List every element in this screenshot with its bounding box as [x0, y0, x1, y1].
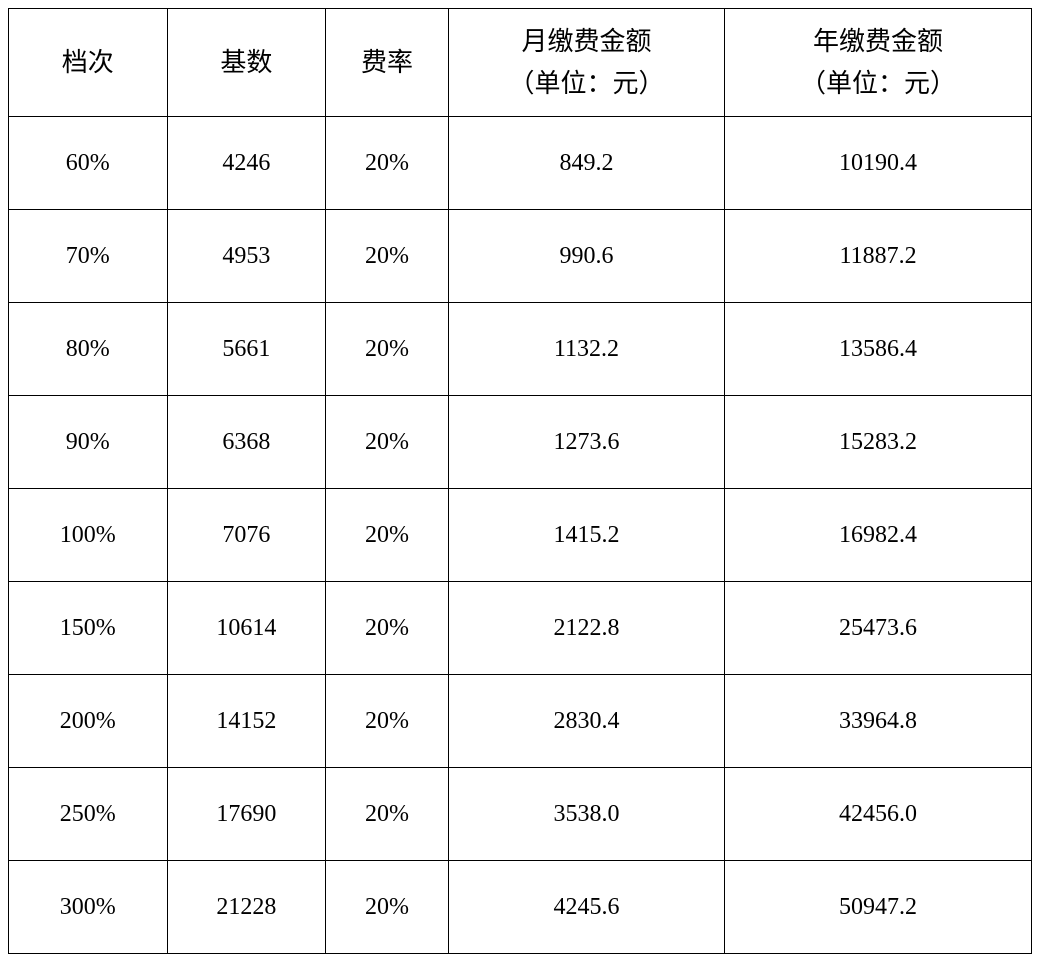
table-row: 250% 17690 20% 3538.0 42456.0	[9, 768, 1032, 861]
cell-tier: 70%	[9, 210, 168, 303]
cell-rate: 20%	[326, 303, 449, 396]
cell-annual: 50947.2	[725, 861, 1032, 954]
table-row: 80% 5661 20% 1132.2 13586.4	[9, 303, 1032, 396]
cell-rate: 20%	[326, 489, 449, 582]
table-row: 200% 14152 20% 2830.4 33964.8	[9, 675, 1032, 768]
column-header-base: 基数	[167, 9, 326, 117]
cell-base: 14152	[167, 675, 326, 768]
cell-monthly: 2122.8	[448, 582, 724, 675]
cell-base: 10614	[167, 582, 326, 675]
cell-rate: 20%	[326, 582, 449, 675]
cell-tier: 100%	[9, 489, 168, 582]
cell-annual: 15283.2	[725, 396, 1032, 489]
cell-annual: 11887.2	[725, 210, 1032, 303]
cell-monthly: 849.2	[448, 117, 724, 210]
table-header: 档次 基数 费率 月缴费金额 （单位：元） 年缴费金额 （单位：元）	[9, 9, 1032, 117]
table-row: 60% 4246 20% 849.2 10190.4	[9, 117, 1032, 210]
table-row: 100% 7076 20% 1415.2 16982.4	[9, 489, 1032, 582]
cell-base: 7076	[167, 489, 326, 582]
cell-tier: 150%	[9, 582, 168, 675]
cell-tier: 300%	[9, 861, 168, 954]
cell-annual: 25473.6	[725, 582, 1032, 675]
table-row: 150% 10614 20% 2122.8 25473.6	[9, 582, 1032, 675]
column-header-annual-line1: 年缴费金额	[729, 21, 1027, 63]
column-header-rate: 费率	[326, 9, 449, 117]
table-row: 70% 4953 20% 990.6 11887.2	[9, 210, 1032, 303]
table-row: 300% 21228 20% 4245.6 50947.2	[9, 861, 1032, 954]
cell-base: 4246	[167, 117, 326, 210]
cell-monthly: 1415.2	[448, 489, 724, 582]
table-row: 90% 6368 20% 1273.6 15283.2	[9, 396, 1032, 489]
cell-base: 21228	[167, 861, 326, 954]
cell-base: 4953	[167, 210, 326, 303]
column-header-annual: 年缴费金额 （单位：元）	[725, 9, 1032, 117]
cell-annual: 42456.0	[725, 768, 1032, 861]
cell-base: 5661	[167, 303, 326, 396]
cell-rate: 20%	[326, 210, 449, 303]
cell-annual: 33964.8	[725, 675, 1032, 768]
cell-rate: 20%	[326, 117, 449, 210]
cell-annual: 16982.4	[725, 489, 1032, 582]
cell-tier: 90%	[9, 396, 168, 489]
cell-rate: 20%	[326, 768, 449, 861]
cell-tier: 200%	[9, 675, 168, 768]
cell-base: 6368	[167, 396, 326, 489]
cell-monthly: 3538.0	[448, 768, 724, 861]
payment-tier-table: 档次 基数 费率 月缴费金额 （单位：元） 年缴费金额 （单位：元） 60% 4…	[8, 8, 1032, 954]
cell-monthly: 1132.2	[448, 303, 724, 396]
cell-rate: 20%	[326, 861, 449, 954]
column-header-monthly-line2: （单位：元）	[453, 63, 720, 105]
table-body: 60% 4246 20% 849.2 10190.4 70% 4953 20% …	[9, 117, 1032, 954]
column-header-monthly-line1: 月缴费金额	[453, 21, 720, 63]
cell-monthly: 2830.4	[448, 675, 724, 768]
cell-base: 17690	[167, 768, 326, 861]
cell-rate: 20%	[326, 675, 449, 768]
column-header-annual-line2: （单位：元）	[729, 63, 1027, 105]
cell-tier: 80%	[9, 303, 168, 396]
cell-monthly: 1273.6	[448, 396, 724, 489]
cell-monthly: 990.6	[448, 210, 724, 303]
table-header-row: 档次 基数 费率 月缴费金额 （单位：元） 年缴费金额 （单位：元）	[9, 9, 1032, 117]
cell-tier: 250%	[9, 768, 168, 861]
cell-annual: 13586.4	[725, 303, 1032, 396]
cell-rate: 20%	[326, 396, 449, 489]
column-header-tier: 档次	[9, 9, 168, 117]
cell-tier: 60%	[9, 117, 168, 210]
cell-monthly: 4245.6	[448, 861, 724, 954]
column-header-monthly: 月缴费金额 （单位：元）	[448, 9, 724, 117]
cell-annual: 10190.4	[725, 117, 1032, 210]
